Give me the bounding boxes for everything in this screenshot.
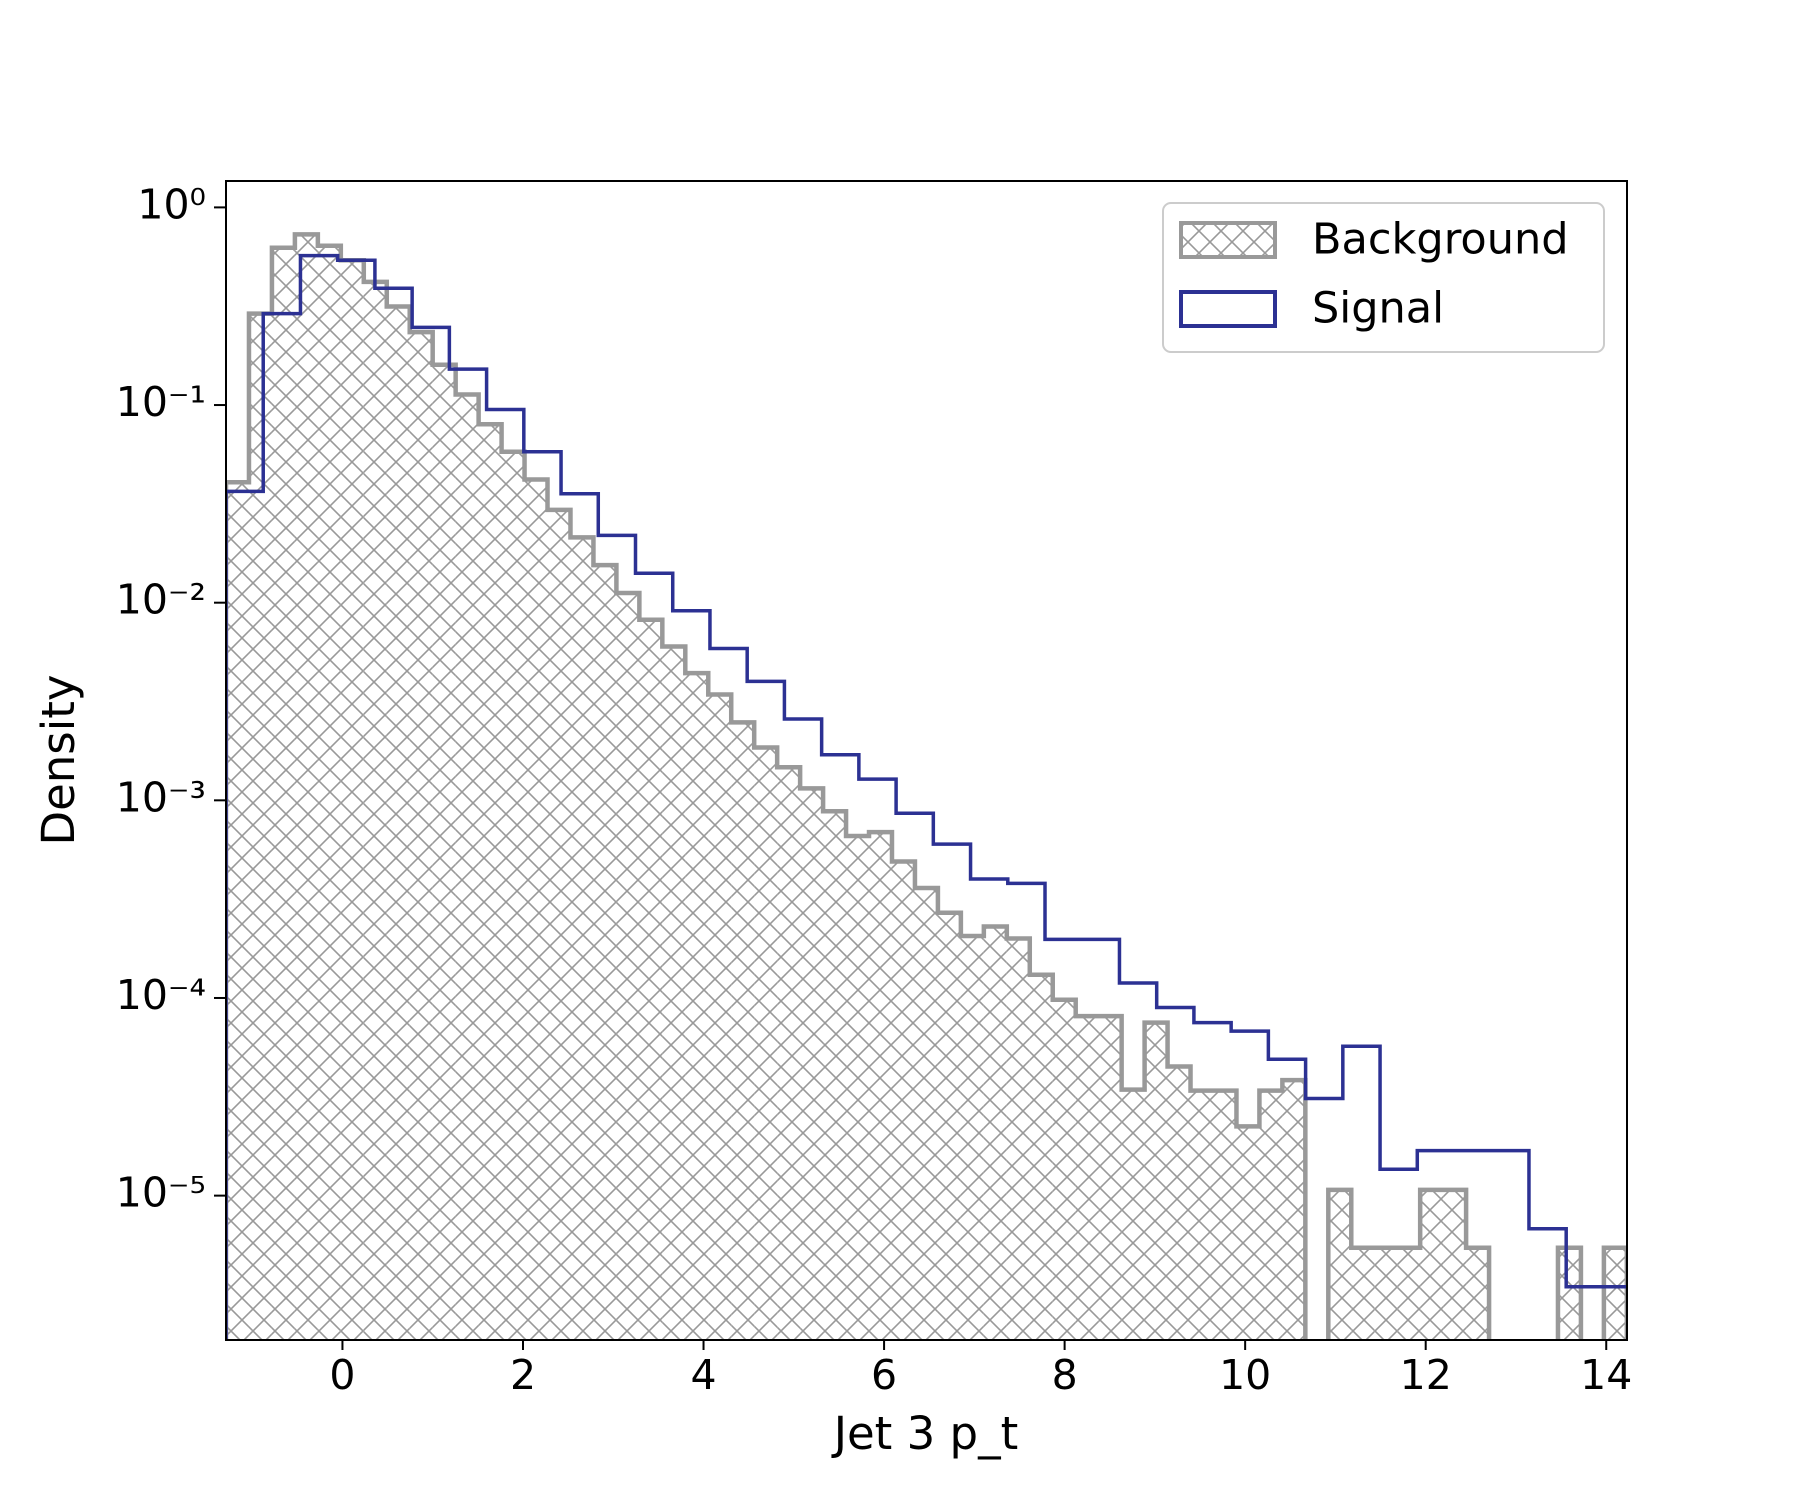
bar: [1282, 1080, 1306, 1340]
y-tick-label: 10⁻³: [116, 773, 206, 821]
y-tick-label: 10⁻⁵: [116, 1169, 206, 1217]
y-axis-label: Density: [32, 674, 85, 845]
bar: [593, 565, 617, 1340]
bar: [248, 313, 272, 1340]
bar: [1351, 1247, 1375, 1340]
legend: Background Signal: [1162, 202, 1605, 353]
bar: [800, 788, 824, 1340]
bar: [294, 234, 318, 1340]
bar: [777, 767, 801, 1340]
bar: [869, 832, 892, 1340]
y-tick-label: 10⁻¹: [116, 378, 206, 426]
legend-swatch: [1179, 221, 1277, 259]
x-tick-label: 4: [690, 1351, 716, 1399]
x-tick-label: 10: [1219, 1351, 1271, 1399]
histogram-outline: [226, 232, 1627, 1340]
bar: [914, 888, 938, 1340]
bar: [1121, 1089, 1145, 1340]
x-tick-label: 14: [1580, 1351, 1632, 1399]
bar: [1098, 1016, 1122, 1340]
legend-label: Background: [1312, 215, 1569, 265]
x-tick-label: 0: [329, 1351, 355, 1399]
bar: [685, 673, 709, 1340]
bar: [478, 424, 502, 1340]
x-tick-label: 6: [871, 1351, 897, 1399]
bar: [501, 451, 525, 1340]
bar: [662, 646, 686, 1340]
bar: [983, 926, 1007, 1340]
bar: [1443, 1189, 1467, 1340]
bar: [1259, 1090, 1283, 1340]
x-tick-label: 12: [1400, 1351, 1452, 1399]
y-tick-label: 10⁻²: [116, 576, 206, 624]
bar: [524, 479, 548, 1340]
bar: [386, 306, 410, 1340]
bar: [409, 332, 433, 1340]
y-tick-label: 10⁰: [137, 180, 206, 228]
plot-area: [226, 232, 1627, 1340]
bar: [1052, 999, 1076, 1340]
bar: [226, 482, 249, 1340]
bar: [1397, 1247, 1421, 1340]
x-axis-label: Jet 3 p_t: [831, 1407, 1019, 1460]
bar: [846, 835, 870, 1340]
bar: [1236, 1126, 1260, 1340]
bar: [455, 394, 479, 1340]
bar: [1420, 1189, 1444, 1340]
bar: [570, 537, 594, 1340]
bar: [1557, 1247, 1581, 1340]
bar: [317, 245, 341, 1340]
bar: [363, 281, 387, 1340]
bar: [1006, 938, 1030, 1340]
bar: [616, 592, 640, 1340]
bar: [1328, 1189, 1352, 1340]
bar: [1075, 1016, 1099, 1340]
bar: [754, 747, 778, 1340]
bar: [1374, 1247, 1398, 1340]
bar: [1190, 1090, 1214, 1340]
x-tick-label: 2: [510, 1351, 536, 1399]
bar: [1603, 1247, 1627, 1340]
x-tick-label: 8: [1052, 1351, 1078, 1399]
bar: [1029, 974, 1053, 1340]
axes-frame: [225, 180, 1628, 1341]
bar: [960, 935, 984, 1340]
bar: [1144, 1022, 1168, 1340]
bar: [891, 861, 915, 1340]
bar: [271, 247, 295, 1340]
bar: [1213, 1090, 1237, 1340]
bar: [823, 811, 847, 1340]
bar: [937, 912, 961, 1340]
bar: [639, 619, 663, 1340]
legend-label: Signal: [1312, 284, 1444, 334]
histogram-outline: [226, 253, 1627, 1340]
bar: [432, 364, 456, 1340]
bar: [731, 722, 755, 1340]
legend-swatch: [1179, 290, 1277, 328]
bar: [547, 509, 571, 1340]
y-tick-label: 10⁻⁴: [116, 971, 206, 1019]
bar: [340, 260, 364, 1340]
bar: [1466, 1247, 1490, 1340]
bar: [708, 694, 732, 1340]
bar: [1167, 1066, 1191, 1340]
